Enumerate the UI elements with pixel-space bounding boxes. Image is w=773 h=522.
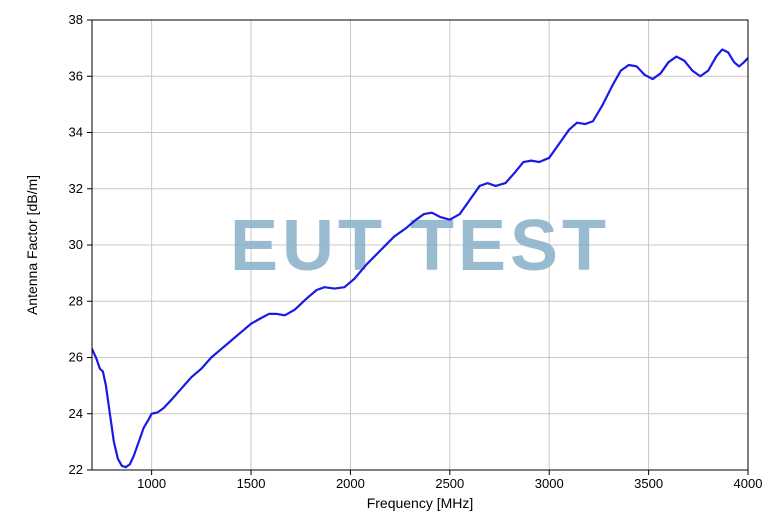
x-tick-label: 1000 [137, 476, 166, 491]
y-tick-label: 30 [69, 237, 83, 252]
x-tick-label: 2500 [435, 476, 464, 491]
y-axis-label: Antenna Factor [dB/m] [24, 175, 40, 315]
y-tick-label: 34 [69, 125, 83, 140]
y-tick-label: 28 [69, 293, 83, 308]
y-tick-label: 36 [69, 68, 83, 83]
antenna-factor-chart: EUT TEST10001500200025003000350040002224… [0, 0, 773, 522]
chart-svg: EUT TEST10001500200025003000350040002224… [0, 0, 773, 522]
y-tick-label: 22 [69, 462, 83, 477]
x-tick-label: 3000 [535, 476, 564, 491]
y-tick-label: 32 [69, 181, 83, 196]
y-tick-label: 38 [69, 12, 83, 27]
x-tick-label: 2000 [336, 476, 365, 491]
x-tick-label: 4000 [734, 476, 763, 491]
x-tick-label: 3500 [634, 476, 663, 491]
y-tick-label: 24 [69, 406, 83, 421]
x-tick-label: 1500 [237, 476, 266, 491]
x-axis-label: Frequency [MHz] [367, 495, 474, 511]
y-tick-label: 26 [69, 350, 83, 365]
